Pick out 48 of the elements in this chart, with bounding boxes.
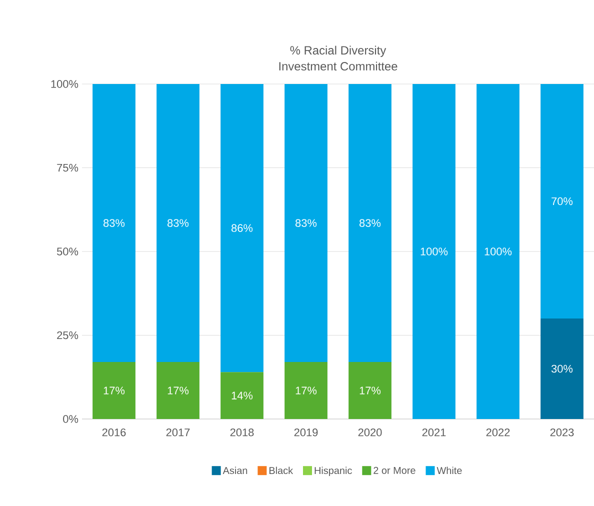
data-label: 83% [360, 219, 381, 227]
bar [156, 362, 200, 419]
data-label: 83% [104, 219, 125, 227]
y-tick-label: 75% [57, 164, 78, 172]
chart-title: % Racial Diversity [290, 46, 386, 57]
x-tick-label: 2017 [166, 428, 190, 436]
x-tick-label: 2023 [550, 428, 574, 436]
x-tick-label: 2019 [294, 428, 318, 436]
data-label: 70% [552, 197, 573, 206]
data-label: 100% [484, 248, 512, 256]
data-label: 83% [296, 219, 317, 227]
y-tick-label: 100% [51, 80, 78, 88]
legend-label: White [436, 466, 462, 474]
chart-subtitle: Investment Committee [279, 62, 398, 71]
data-label: 17% [360, 386, 381, 394]
bar [92, 362, 136, 419]
x-tick-label: 2021 [422, 428, 446, 436]
bar [476, 84, 520, 419]
bar [540, 318, 584, 419]
x-tick-label: 2018 [230, 428, 254, 436]
data-label: 86% [232, 224, 253, 232]
bar [348, 362, 392, 419]
bar [92, 84, 136, 362]
bar [156, 84, 200, 362]
data-label: 17% [104, 386, 125, 394]
data-label: 17% [168, 386, 189, 394]
x-tick-label: 2022 [486, 428, 510, 436]
bar [540, 84, 584, 318]
x-tick-label: 2016 [102, 428, 126, 436]
bar [220, 372, 264, 419]
legend-label: Hispanic [314, 466, 352, 476]
data-label: 83% [168, 219, 189, 227]
x-tick-label: 2020 [358, 428, 382, 436]
y-tick-label: 50% [56, 248, 78, 256]
bar [284, 84, 328, 362]
y-tick-label: 0% [63, 415, 78, 423]
legend-label: 2 or More [374, 466, 416, 474]
legend-label: Black [269, 466, 294, 474]
data-label: 14% [232, 392, 253, 400]
bar [220, 84, 264, 372]
data-label: 100% [420, 248, 448, 256]
bar [412, 84, 456, 419]
bar [284, 362, 328, 419]
legend-label: Asian [222, 466, 248, 474]
y-tick-label: 25% [57, 331, 78, 340]
data-label: 17% [296, 386, 317, 394]
bar [348, 84, 392, 362]
data-label: 30% [551, 364, 573, 373]
